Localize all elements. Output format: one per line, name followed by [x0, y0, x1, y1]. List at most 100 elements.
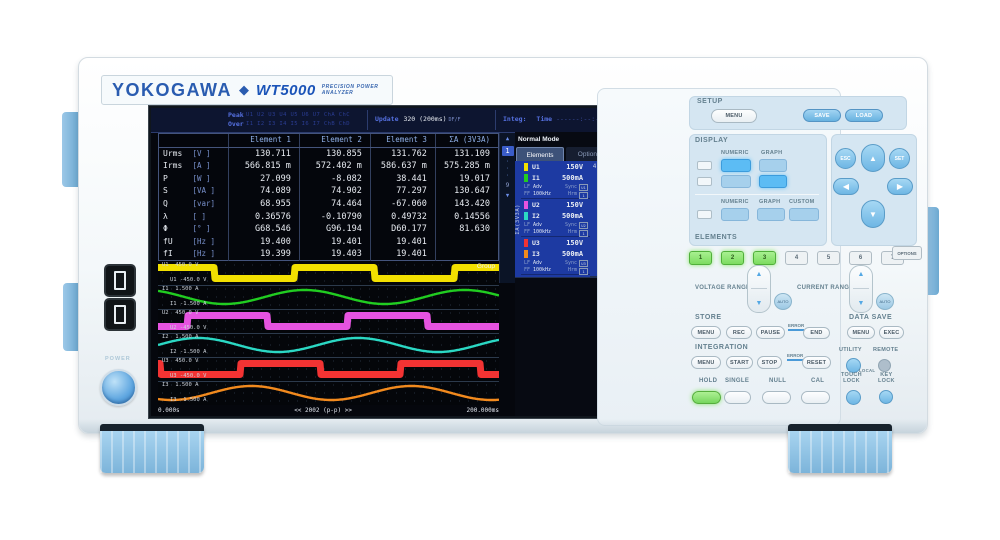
- display2-graph-button[interactable]: [759, 175, 787, 188]
- display1-graph-button[interactable]: [759, 159, 787, 172]
- current-range-rocker[interactable]: ▲ ▼: [849, 265, 873, 313]
- arrow-up-button[interactable]: ▲: [861, 144, 885, 172]
- integ-label: Integ:: [503, 115, 527, 123]
- store-rec-button[interactable]: REC: [726, 326, 752, 339]
- arrow-right-button[interactable]: ▶: [887, 178, 913, 195]
- voltage-up-icon[interactable]: ▲: [755, 271, 763, 279]
- table-row: fU [Hz ] 19.400 19.401 19.401: [159, 235, 498, 249]
- options-button[interactable]: OPTIONS: [892, 246, 922, 260]
- right-handle: [925, 207, 939, 295]
- element-key-5[interactable]: 5: [817, 251, 840, 265]
- voltage-range-rocker[interactable]: ▲ ▼: [747, 265, 771, 313]
- utility-button[interactable]: [846, 358, 861, 373]
- integration-reset-button[interactable]: RESET: [802, 356, 831, 369]
- touchscreen[interactable]: Peak U1 U2 U3 U4 U5 U6 U7 ChA ChC Over I…: [149, 106, 663, 418]
- null-button[interactable]: [762, 391, 791, 404]
- display-led-2: [697, 177, 712, 186]
- store-menu-button[interactable]: MENU: [691, 326, 721, 339]
- left-handle-bottom: [63, 283, 79, 351]
- element-entry-u1[interactable]: U1 150V I1 500mA LF FF Adv 100kHz Sync Hrm U1…: [521, 161, 591, 199]
- save-button[interactable]: SAVE: [803, 109, 841, 122]
- element-entry-u3[interactable]: U3 150V I3 500mA LF FF Adv 100kHz Sync Hrm U3…: [521, 237, 591, 275]
- custom-label: CUSTOM: [789, 199, 815, 205]
- single-button[interactable]: [724, 391, 751, 404]
- element-key-2[interactable]: 2: [721, 251, 744, 265]
- update-suffix: DF/F: [448, 117, 461, 123]
- page-down-icon[interactable]: ▼: [505, 193, 510, 199]
- power-label: POWER: [105, 356, 131, 362]
- instrument-body: YOKOGAWA ◆ WT5000 PRECISION POWER ANALYZ…: [78, 57, 928, 434]
- current-range-label: CURRENT RANGE: [797, 285, 854, 291]
- wave-label-top: U3 450.0 V: [162, 358, 199, 364]
- key-lock-button[interactable]: [879, 390, 893, 404]
- wave-label-top: I1 1.500 A: [162, 286, 199, 292]
- load-button[interactable]: LOAD: [845, 109, 883, 122]
- display-led-3: [697, 210, 712, 219]
- waveform-area[interactable]: U1 450.0 V U1 -450.0 V I1 1.500 A I1 -1.500…: [158, 261, 499, 405]
- table-row: Urms [V ] 130.711 130.855 131.762 131.109: [159, 147, 498, 161]
- element-entry-u2[interactable]: U2 150V I2 500mA LF FF Adv 100kHz Sync Hrm U2…: [521, 199, 591, 237]
- page-dot: ·: [505, 158, 510, 165]
- current-down-icon[interactable]: ▼: [857, 299, 865, 307]
- time-start: 0.000s: [158, 407, 180, 414]
- measurement-table[interactable]: Element 1 Element 2 Element 3 ΣA (3V3A) Urms…: [158, 133, 499, 261]
- tab-elements[interactable]: Elements: [516, 147, 564, 162]
- integration-stop-button[interactable]: STOP: [757, 356, 782, 369]
- element-key-4[interactable]: 4: [785, 251, 808, 265]
- display1-numeric-button[interactable]: [721, 159, 751, 172]
- display-title: DISPLAY: [695, 137, 729, 144]
- update-value: 320 (200ms): [403, 115, 447, 123]
- voltage-down-icon[interactable]: ▼: [755, 299, 763, 307]
- element-key-3[interactable]: 3: [753, 251, 776, 265]
- current-auto-button[interactable]: AUTO: [876, 293, 894, 310]
- left-handle-top: [62, 112, 79, 187]
- cal-button[interactable]: [801, 391, 830, 404]
- brand-plate: YOKOGAWA ◆ WT5000 PRECISION POWER ANALYZ…: [101, 75, 393, 105]
- display2-numeric-button[interactable]: [721, 175, 751, 188]
- data-save-menu-button[interactable]: MENU: [847, 326, 875, 339]
- data-save-exec-button[interactable]: EXEC: [879, 326, 904, 339]
- over-label: Over: [228, 120, 244, 128]
- store-title: STORE: [695, 314, 722, 321]
- element-key-6[interactable]: 6: [849, 251, 872, 265]
- waveform-labels: U1 450.0 V U1 -450.0 V I1 1.500 A I1 -1.500…: [158, 261, 499, 405]
- voltage-color-marker: [524, 162, 528, 171]
- page-up-icon[interactable]: ▲: [505, 136, 510, 142]
- waveform-svg: [158, 264, 499, 402]
- voltage-range-label: VOLTAGE RANGE: [695, 285, 751, 291]
- local-label: LOCAL: [859, 368, 876, 373]
- wave-group-label[interactable]: Group: [476, 263, 495, 270]
- usb-port-2[interactable]: [104, 298, 136, 331]
- arrow-left-button[interactable]: ◀: [833, 178, 859, 195]
- cal-label: CAL: [811, 378, 825, 384]
- display3-custom-button[interactable]: [789, 208, 819, 221]
- element-key-1[interactable]: 1: [689, 251, 712, 265]
- foot-left: [100, 424, 204, 473]
- brand-diamond-icon: ◆: [239, 82, 250, 97]
- store-end-button[interactable]: END: [803, 327, 830, 339]
- page-last[interactable]: 9: [505, 181, 510, 189]
- voltage-auto-button[interactable]: AUTO: [774, 293, 792, 310]
- set-button[interactable]: SET: [889, 148, 910, 169]
- hold-button[interactable]: [692, 391, 721, 404]
- page-current[interactable]: 1: [501, 146, 514, 156]
- arrow-down-button[interactable]: ▼: [861, 200, 885, 228]
- current-up-icon[interactable]: ▲: [857, 271, 865, 279]
- usb-port-1[interactable]: [104, 264, 136, 297]
- touch-lock-button[interactable]: [846, 390, 861, 405]
- setup-menu-button[interactable]: MENU: [711, 109, 757, 123]
- integration-start-button[interactable]: START: [726, 356, 753, 369]
- integration-menu-button[interactable]: MENU: [691, 356, 721, 369]
- power-button[interactable]: [100, 369, 137, 406]
- display3-graph-button[interactable]: [757, 208, 785, 221]
- display-section: [689, 134, 827, 246]
- store-pause-button[interactable]: PAUSE: [756, 326, 785, 339]
- esc-button[interactable]: ESC: [835, 148, 856, 169]
- numeric2-label: NUMERIC: [721, 199, 749, 205]
- voltage-color-marker: [524, 200, 528, 209]
- page-selector[interactable]: ▲ 1 · · · 9 ▼: [499, 133, 515, 283]
- display-divider: [695, 194, 819, 195]
- hold-label: HOLD: [699, 378, 718, 384]
- display3-numeric-button[interactable]: [721, 208, 749, 221]
